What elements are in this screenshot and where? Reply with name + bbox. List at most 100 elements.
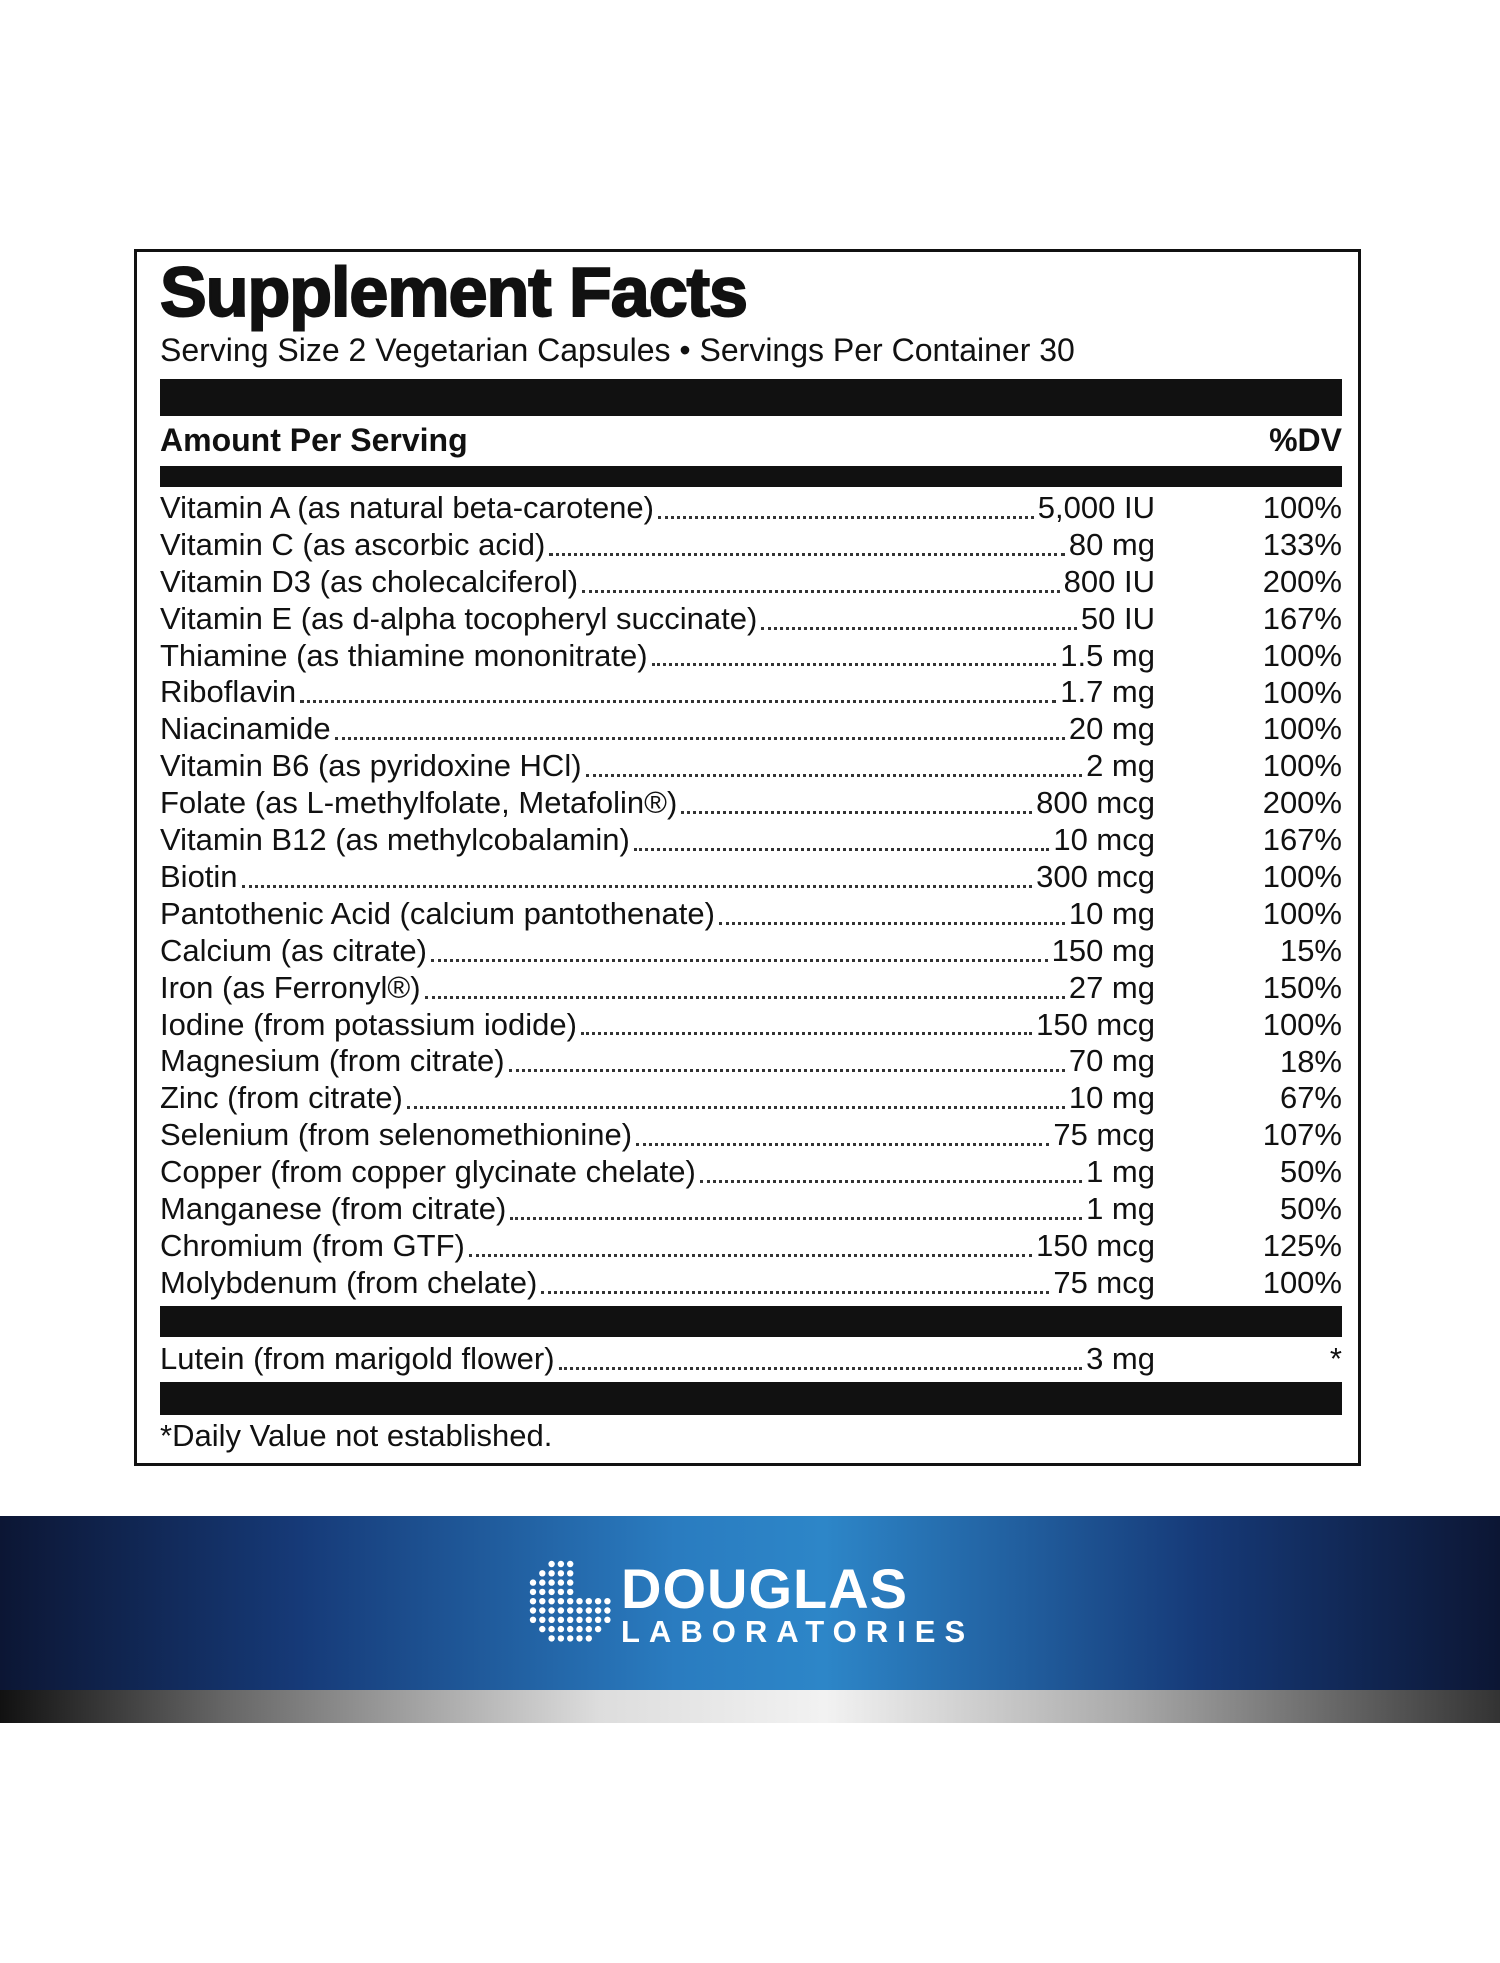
logo-dot <box>529 1579 537 1586</box>
nutrient-name: Copper (from copper glycinate chelate) <box>160 1154 696 1190</box>
daily-value: 50% <box>1279 1154 1342 1190</box>
logo-dot <box>567 1607 574 1614</box>
logo-dot <box>557 1616 565 1623</box>
logo-dot <box>539 1607 546 1614</box>
dot-leader <box>549 552 1065 556</box>
nutrient-name: Magnesium (from citrate) <box>160 1043 505 1079</box>
nutrient-name: Iron (as Ferronyl®) <box>160 969 421 1005</box>
logo-dot <box>529 1616 537 1623</box>
daily-value: 100% <box>1262 895 1342 931</box>
logo-dot <box>594 1616 602 1623</box>
logo-dot <box>594 1625 602 1633</box>
logo-dot <box>567 1579 574 1586</box>
dot-leader <box>510 1216 1083 1220</box>
dot-leader <box>718 921 1065 925</box>
nutrient-name: Niacinamide <box>160 711 331 747</box>
logo-dot <box>548 1616 555 1623</box>
logo-dot <box>567 1625 574 1633</box>
nutrient-amount: 800 mcg <box>1036 785 1155 821</box>
logo-dot <box>539 1625 546 1633</box>
daily-value: 200% <box>1262 785 1342 821</box>
logo-dot <box>557 1625 565 1633</box>
logo-dot <box>557 1570 565 1577</box>
daily-value: 100% <box>1262 859 1342 894</box>
daily-value: 100% <box>1262 637 1342 673</box>
logo-dot <box>548 1588 555 1596</box>
logo-dot <box>548 1607 555 1614</box>
facts-box <box>134 249 1361 1466</box>
nutrient-row: Calcium (as citrate) 150 mg <box>160 933 1155 970</box>
daily-value: 15% <box>1279 932 1342 968</box>
divider <box>160 466 1342 487</box>
nutrient-row: Manganese (from citrate) 1 mg <box>160 1191 1155 1228</box>
daily-value: 125% <box>1262 1228 1342 1263</box>
logo-dot <box>567 1616 574 1623</box>
nutrient-amount: 75 mcg <box>1053 1264 1155 1300</box>
logo-dot <box>576 1598 583 1605</box>
dot-leader <box>424 995 1065 999</box>
logo-dot <box>585 1616 592 1623</box>
dot-leader <box>633 847 1050 851</box>
logo-dot <box>576 1625 583 1633</box>
daily-value: 18% <box>1279 1043 1342 1079</box>
brand-name: DOUGLAS <box>621 1557 908 1620</box>
daily-value: 100% <box>1262 674 1342 710</box>
divider <box>160 1382 1342 1415</box>
nutrient-row: Pantothenic Acid (calcium pantothenate) 1… <box>160 896 1155 933</box>
nutrient-row: Lutein (from marigold flower) 3 mg <box>160 1341 1155 1378</box>
logo-dot <box>585 1607 592 1614</box>
logo-dot <box>567 1598 574 1605</box>
nutrient-row: Copper (from copper glycinate chelate) 1 … <box>160 1154 1155 1191</box>
nutrient-name: Vitamin B6 (as pyridoxine HCl) <box>160 748 582 784</box>
logo-dot <box>548 1570 555 1577</box>
daily-value: * <box>1329 1341 1342 1376</box>
nutrient-row: Vitamin B12 (as methylcobalamin) 10 mcg <box>160 822 1155 859</box>
nutrient-name: Vitamin A (as natural beta-carotene) <box>160 489 654 525</box>
nutrient-row: Magnesium (from citrate) 70 mg <box>160 1043 1155 1081</box>
nutrient-row: Vitamin A (as natural beta-carotene) 5,00… <box>160 490 1155 527</box>
nutrient-row: Molybdenum (from chelate) 75 mcg <box>160 1265 1155 1302</box>
nutrient-name: Chromium (from GTF) <box>160 1227 465 1263</box>
nutrient-amount: 80 mg <box>1068 526 1155 562</box>
nutrient-amount: 1.5 mg <box>1060 637 1155 673</box>
dot-leader <box>431 958 1048 962</box>
logo-dot <box>548 1598 555 1605</box>
divider <box>160 379 1342 416</box>
logo-dot <box>604 1607 611 1614</box>
dot-leader <box>541 1290 1050 1294</box>
daily-value: 100% <box>1262 1264 1342 1300</box>
nutrient-name: Folate (as L-methylfolate, Metafolin®) <box>160 785 678 821</box>
nutrient-amount: 27 mg <box>1068 969 1155 1005</box>
nutrient-name: Zinc (from citrate) <box>160 1080 403 1116</box>
nutrient-name: Lutein (from marigold flower) <box>160 1340 555 1376</box>
nutrient-row: Selenium (from selenomethionine) 75 mcg <box>160 1117 1155 1154</box>
nutrient-name: Riboflavin <box>160 674 297 710</box>
nutrient-name: Vitamin D3 (as cholecalciferol) <box>160 563 579 599</box>
nutrient-row: Vitamin B6 (as pyridoxine HCl) 2 mg <box>160 748 1155 785</box>
logo-dot <box>539 1598 546 1605</box>
logo-dot <box>594 1598 602 1605</box>
nutrient-row: Riboflavin 1.7 mg <box>160 674 1155 712</box>
daily-value: 167% <box>1262 600 1342 636</box>
nutrient-name: Vitamin B12 (as methylcobalamin) <box>160 822 630 858</box>
column-header: %DV <box>1269 422 1342 458</box>
logo-dot <box>604 1616 611 1623</box>
logo-dot <box>548 1560 555 1568</box>
nutrient-row: Vitamin D3 (as cholecalciferol) 800 IU <box>160 564 1155 601</box>
nutrient-amount: 70 mg <box>1068 1043 1155 1079</box>
dot-leader <box>681 811 1033 815</box>
nutrient-amount: 1 mg <box>1086 1154 1155 1190</box>
title: Supplement Facts <box>159 252 749 332</box>
nutrient-name: Vitamin C (as ascorbic acid) <box>160 526 546 562</box>
daily-value: 150% <box>1262 969 1342 1005</box>
daily-value: 100% <box>1262 1006 1342 1042</box>
nutrient-amount: 2 mg <box>1086 748 1155 784</box>
nutrient-amount: 150 mcg <box>1036 1227 1155 1263</box>
dot-leader <box>241 884 1033 888</box>
dot-leader <box>300 700 1057 704</box>
logo-dot <box>567 1560 574 1568</box>
divider <box>160 1306 1342 1337</box>
serving-info: Serving Size 2 Vegetarian Capsules • Ser… <box>160 332 1075 368</box>
daily-value: 100% <box>1262 490 1342 525</box>
